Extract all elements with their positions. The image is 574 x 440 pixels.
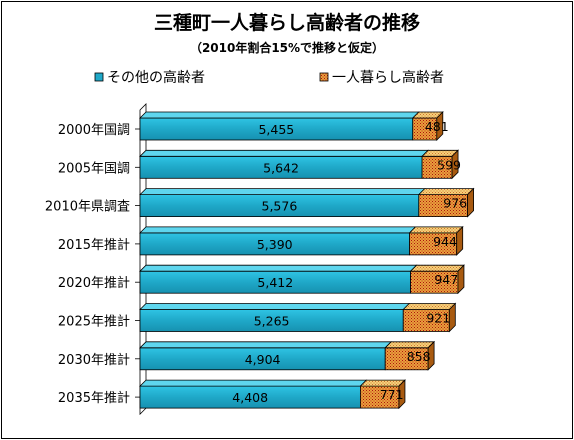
bar-row	[139, 187, 475, 218]
bar-other-top	[139, 379, 368, 387]
value-label-alone: 858	[407, 349, 431, 364]
bar-row	[139, 225, 464, 256]
chart-title: 三種町一人暮らし高齢者の推移	[154, 11, 420, 34]
bar-other-top	[139, 111, 420, 119]
value-label-alone: 599	[437, 157, 461, 172]
legend-label-alone: 一人暮らし高齢者	[332, 69, 444, 86]
category-label: 2025年推計	[58, 314, 130, 330]
value-label-other: 5,455	[258, 122, 294, 137]
value-label-alone: 921	[426, 311, 450, 326]
bar-alone-top	[359, 379, 406, 387]
bar-alone-top	[417, 188, 475, 196]
bar-other-top	[139, 303, 411, 310]
bar-row	[139, 302, 457, 333]
category-label: 2030年推計	[58, 352, 130, 368]
bar-alone-top	[402, 303, 457, 310]
legend-swatch-alone	[319, 72, 329, 82]
bar-alone-top	[408, 226, 464, 234]
value-label-alone: 944	[433, 234, 457, 249]
value-label-other: 5,412	[257, 275, 293, 290]
bar-row	[139, 379, 406, 410]
bar-other-top	[139, 149, 430, 157]
bar-other-top	[139, 188, 426, 196]
bar-alone-side	[467, 187, 475, 218]
bar-alone-side	[427, 340, 435, 371]
category-label: 2005年国調	[58, 161, 130, 176]
value-label-alone: 771	[380, 387, 404, 402]
value-label-other: 5,642	[263, 160, 299, 175]
bar-row	[139, 111, 444, 141]
category-label: 2015年推計	[58, 237, 130, 253]
value-label-other: 4,408	[232, 390, 268, 405]
value-label-other: 4,904	[245, 352, 281, 367]
bar-alone-top	[384, 341, 436, 349]
bar-alone-side	[456, 225, 464, 256]
bar-alone-top	[409, 264, 465, 272]
legend-swatch-other	[94, 72, 104, 82]
bar-other-top	[139, 226, 417, 234]
category-label: 2010年県調査	[45, 200, 130, 215]
value-label-alone: 976	[443, 196, 467, 211]
bar-other-top	[139, 264, 418, 272]
bars	[139, 111, 475, 410]
category-label: 2020年推計	[58, 275, 130, 291]
legend-label-other: その他の高齢者	[107, 69, 205, 86]
value-label-alone: 481	[425, 119, 449, 134]
category-label: 2000年国調	[58, 123, 130, 138]
bar-row	[139, 264, 465, 295]
bar-alone-side	[436, 111, 444, 141]
bar-row	[139, 340, 436, 371]
bar-row	[139, 149, 460, 180]
value-label-alone: 947	[434, 272, 458, 287]
labels: 2000年国調 5,455 481 2005年国調 5,642 599 2010年県調査 5,…	[45, 119, 467, 406]
bar-alone-side	[457, 264, 465, 295]
legend: その他の高齢者 一人暮らし高齢者	[94, 69, 444, 86]
value-label-other: 5,390	[257, 237, 293, 252]
value-label-other: 5,265	[254, 314, 290, 329]
bar-alone-side	[451, 149, 459, 180]
bar-alone-side	[398, 379, 406, 410]
bar-other-top	[139, 341, 393, 349]
bar-alone-side	[448, 302, 456, 333]
chart-subtitle: （2010年割合15%で推移と仮定）	[190, 40, 384, 55]
category-label: 2035年推計	[58, 390, 130, 406]
value-label-other: 5,576	[262, 199, 298, 214]
